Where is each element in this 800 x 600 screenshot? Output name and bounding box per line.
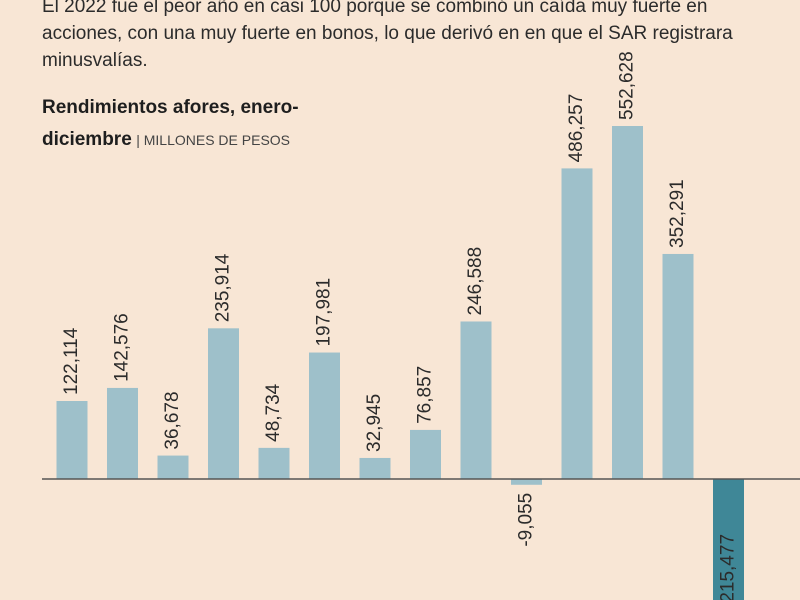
value-label: 246,588 (465, 247, 486, 316)
chart-title: Rendimientos afores, enero-diciembre (42, 97, 299, 150)
chart-heading: Rendimientos afores, enero-diciembre | M… (42, 92, 342, 156)
value-label: 352,291 (667, 179, 688, 248)
bar (662, 253, 694, 479)
value-label: 122,114 (61, 327, 82, 395)
value-label: 48,734 (263, 383, 284, 442)
value-label: 486,257 (566, 94, 587, 163)
bar (107, 387, 138, 479)
bar (208, 328, 239, 479)
bar (561, 168, 593, 479)
bar (56, 400, 88, 479)
value-label: 142,576 (112, 313, 133, 382)
value-label: 552,628 (617, 51, 638, 120)
bar (460, 321, 492, 479)
value-label: 235,914 (213, 253, 234, 322)
value-label: -9,055 (516, 493, 537, 547)
bar (258, 447, 290, 479)
bar (612, 126, 643, 479)
bar (511, 479, 542, 485)
chart-subtitle: | MILLONES DE PESOS (136, 132, 291, 148)
value-label: 197,981 (314, 278, 335, 347)
value-label: -215,477 (718, 534, 739, 600)
bar (713, 479, 744, 600)
bar (359, 457, 391, 479)
bar (410, 429, 441, 479)
value-label: 36,678 (162, 391, 183, 449)
value-label: 32,945 (364, 394, 385, 452)
bar (309, 352, 340, 479)
bar (157, 455, 189, 479)
intro-text: El 2022 fue el peor año en casi 100 porq… (42, 0, 733, 71)
value-label: 76,857 (415, 366, 436, 424)
